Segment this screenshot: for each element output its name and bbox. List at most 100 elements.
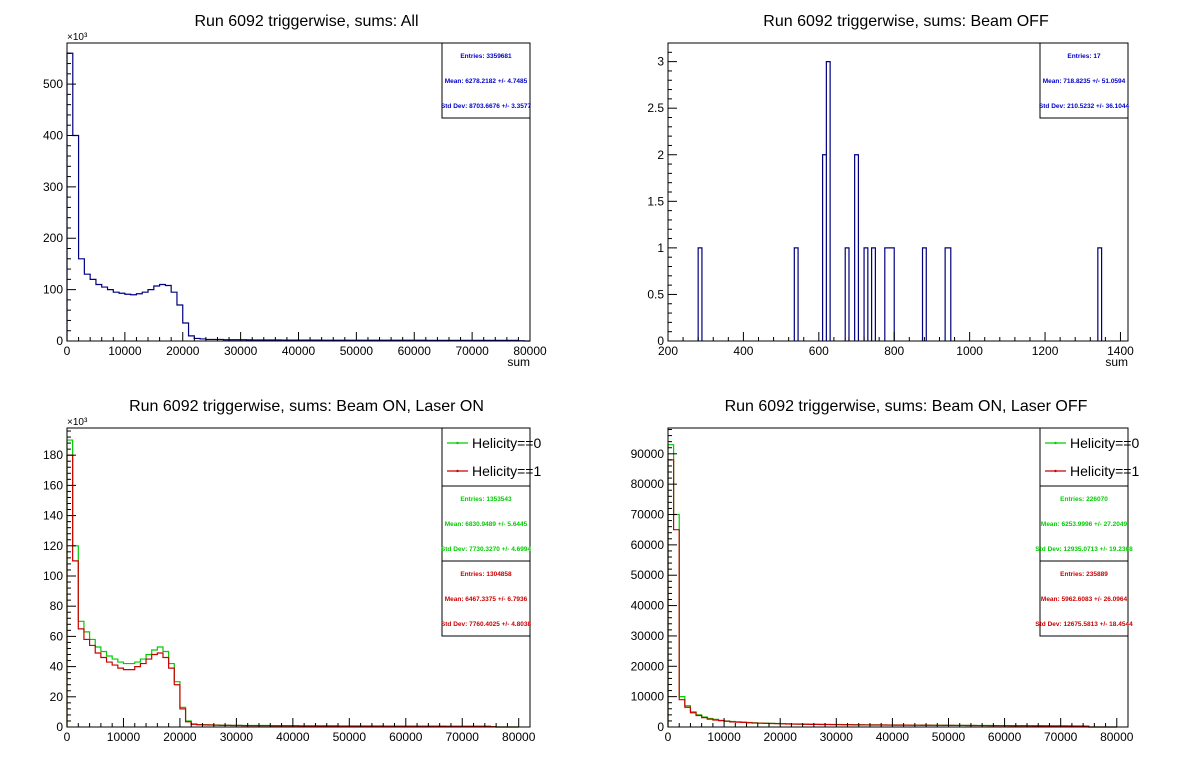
y-tick-label: 0: [56, 334, 63, 348]
x-tick-label: 60000: [389, 730, 423, 744]
stats-line: Entries: 226070: [1060, 496, 1108, 503]
panel-beam-on-laser-on: Run 6092 triggerwise, sums: Beam ON, Las…: [43, 398, 542, 744]
stats-line: Std Dev: 7760.4025 +/- 4.8038: [441, 621, 532, 628]
x-tick-label: 50000: [340, 344, 374, 358]
y-tick-label: 120: [43, 539, 63, 553]
legend-point-marker: [1054, 441, 1057, 445]
x-tick-label: 70000: [446, 730, 480, 744]
x-tick-label: 60000: [988, 730, 1022, 744]
y-tick-label: 160: [43, 478, 63, 492]
chart-title: Run 6092 triggerwise, sums: Beam OFF: [763, 13, 1049, 30]
stats-line: Mean: 718.8235 +/- 51.0594: [1043, 78, 1126, 85]
x-tick-label: 20000: [166, 344, 200, 358]
y-tick-label: 20: [50, 690, 64, 704]
x-axis-label: sum: [1105, 355, 1128, 369]
x-tick-label: 40000: [276, 730, 310, 744]
y-tick-label: 200: [43, 231, 63, 245]
x-tick-label: 50000: [333, 730, 367, 744]
y-axis-multiplier: ×10³: [67, 417, 88, 428]
y-tick-label: 400: [43, 128, 63, 142]
stats-line: Mean: 6278.2182 +/- 4.7485: [445, 78, 528, 85]
x-tick-label: 20000: [163, 730, 197, 744]
legend-box: [441, 427, 531, 487]
histogram-series-1: [667, 459, 1117, 728]
stats-line: Entries: 3359681: [460, 53, 512, 60]
legend-label: Helicity==1: [472, 463, 541, 479]
y-tick-label: 60: [50, 629, 64, 643]
legend-point-marker: [456, 441, 459, 445]
stats-line: Std Dev: 12675.5813 +/- 18.4544: [1035, 621, 1133, 628]
y-tick-label: 50000: [631, 568, 665, 582]
stats-line: Std Dev: 12935.0713 +/- 19.2368: [1035, 546, 1133, 553]
y-tick-label: 40000: [631, 599, 665, 613]
y-tick-label: 30000: [631, 629, 665, 643]
x-tick-label: 10000: [107, 730, 141, 744]
panel-all: Run 6092 triggerwise, sums: All 0 10000 200…: [43, 13, 547, 369]
x-tick-label: 30000: [224, 344, 258, 358]
stats-box: [441, 42, 531, 119]
stats-line: Mean: 6467.3375 +/- 6.7936: [445, 596, 528, 603]
x-tick-label: 600: [809, 344, 829, 358]
y-tick-label: 90000: [631, 447, 665, 461]
y-tick-label: 0: [56, 720, 63, 734]
y-tick-label: 40: [50, 660, 64, 674]
y-tick-label: 10000: [631, 690, 665, 704]
x-tick-label: 10000: [108, 344, 142, 358]
y-tick-label: 100: [43, 569, 63, 583]
x-tick-label: 0: [665, 730, 672, 744]
x-tick-label: 400: [733, 344, 753, 358]
x-tick-label: 20000: [764, 730, 798, 744]
y-tick-label: 3: [657, 55, 664, 69]
y-tick-label: 60000: [631, 538, 665, 552]
y-tick-label: 1: [657, 241, 664, 255]
stats-line: Std Dev: 8703.6676 +/- 3.3577: [441, 103, 532, 110]
x-tick-label: 200: [658, 344, 678, 358]
x-tick-label: 50000: [932, 730, 966, 744]
y-tick-label: 500: [43, 77, 63, 91]
stats-box: [441, 485, 531, 562]
x-tick-label: 1400: [1107, 344, 1134, 358]
stats-line: Entries: 1304858: [460, 571, 512, 578]
histogram-series-0: [66, 52, 530, 342]
chart-title: Run 6092 triggerwise, sums: Beam ON, Las…: [725, 398, 1088, 415]
y-tick-label: 0: [657, 334, 664, 348]
x-axis-label: sum: [507, 355, 530, 369]
stats-box: [1039, 560, 1129, 637]
x-tick-label: 10000: [707, 730, 741, 744]
y-tick-label: 70000: [631, 508, 665, 522]
stats-line: Mean: 6253.9996 +/- 27.2049: [1041, 521, 1128, 528]
x-tick-label: 40000: [282, 344, 316, 358]
x-tick-label: 0: [64, 344, 71, 358]
y-tick-label: 80: [50, 599, 64, 613]
stats-line: Std Dev: 7730.3270 +/- 4.6994: [441, 546, 532, 553]
x-tick-label: 40000: [876, 730, 910, 744]
stats-box: [1039, 42, 1129, 119]
x-tick-label: 80000: [502, 730, 536, 744]
chart-title: Run 6092 triggerwise, sums: All: [194, 13, 418, 30]
y-tick-label: 0.5: [647, 287, 664, 301]
stats-box: [441, 560, 531, 637]
x-tick-label: 1200: [1032, 344, 1059, 358]
y-axis-multiplier: ×10³: [67, 32, 88, 43]
x-tick-label: 80000: [513, 344, 547, 358]
y-tick-label: 2: [657, 148, 664, 162]
x-tick-label: 800: [884, 344, 904, 358]
x-tick-label: 60000: [398, 344, 432, 358]
y-tick-label: 100: [43, 283, 63, 297]
stats-line: Entries: 1353543: [460, 496, 512, 503]
y-tick-label: 20000: [631, 659, 665, 673]
legend-point-marker: [456, 469, 459, 473]
y-tick-label: 0: [657, 720, 664, 734]
x-tick-label: 30000: [220, 730, 254, 744]
stats-box: [1039, 485, 1129, 562]
histogram-series-0: [697, 61, 1103, 341]
x-tick-label: 1000: [956, 344, 983, 358]
x-tick-label: 70000: [455, 344, 489, 358]
y-tick-label: 2.5: [647, 101, 664, 115]
x-tick-label: 30000: [820, 730, 854, 744]
legend-label: Helicity==0: [472, 435, 541, 451]
stats-line: Entries: 235889: [1060, 571, 1108, 578]
stats-line: Mean: 5962.6083 +/- 26.0964: [1041, 596, 1128, 603]
panel-beam-off: Run 6092 triggerwise, sums: Beam OFF 200 4…: [647, 13, 1134, 369]
